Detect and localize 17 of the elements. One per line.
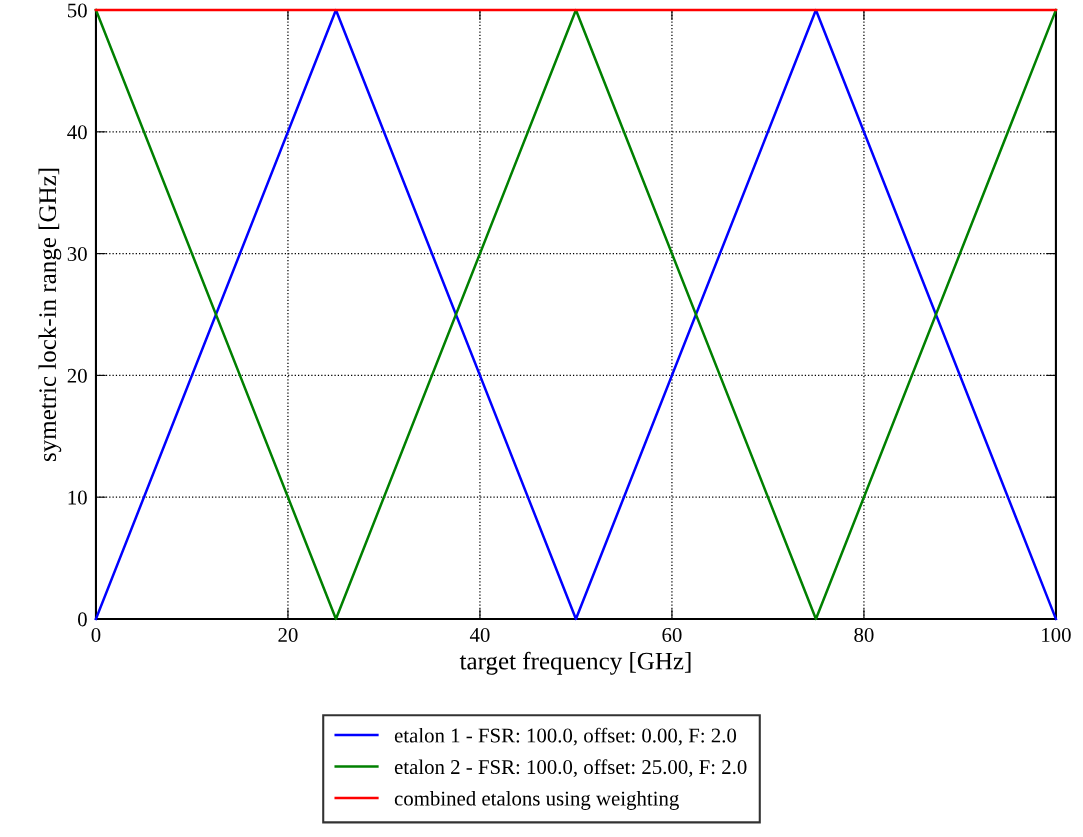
x-axis-title: target frequency [GHz]	[459, 651, 691, 675]
x-tick-label: 40	[469, 627, 490, 642]
y-tick-label: 50	[68, 3, 87, 18]
y-tick-label: 0	[78, 612, 87, 627]
y-tick-label: 10	[68, 490, 87, 505]
y-axis-title: symetric lock-in range [GHz]	[38, 168, 62, 461]
x-tick-label: 0	[91, 627, 101, 642]
x-tick-label: 20	[278, 627, 298, 642]
x-tick-label: 80	[854, 627, 874, 642]
x-tick-label: 100	[1042, 627, 1071, 642]
legend-label: combined etalons using weighting	[394, 790, 679, 810]
y-tick-label: 40	[67, 125, 87, 140]
legend-label: etalon 1 - FSR: 100.0, offset: 0.00, F: 2.0	[394, 727, 737, 746]
legend-label: etalon 2 - FSR: 100.0, offset: 25.00, F: 2.0	[394, 759, 747, 778]
y-tick-label: 30	[67, 246, 87, 262]
x-tick-label: 60	[662, 627, 682, 642]
y-tick-label: 20	[67, 368, 87, 383]
